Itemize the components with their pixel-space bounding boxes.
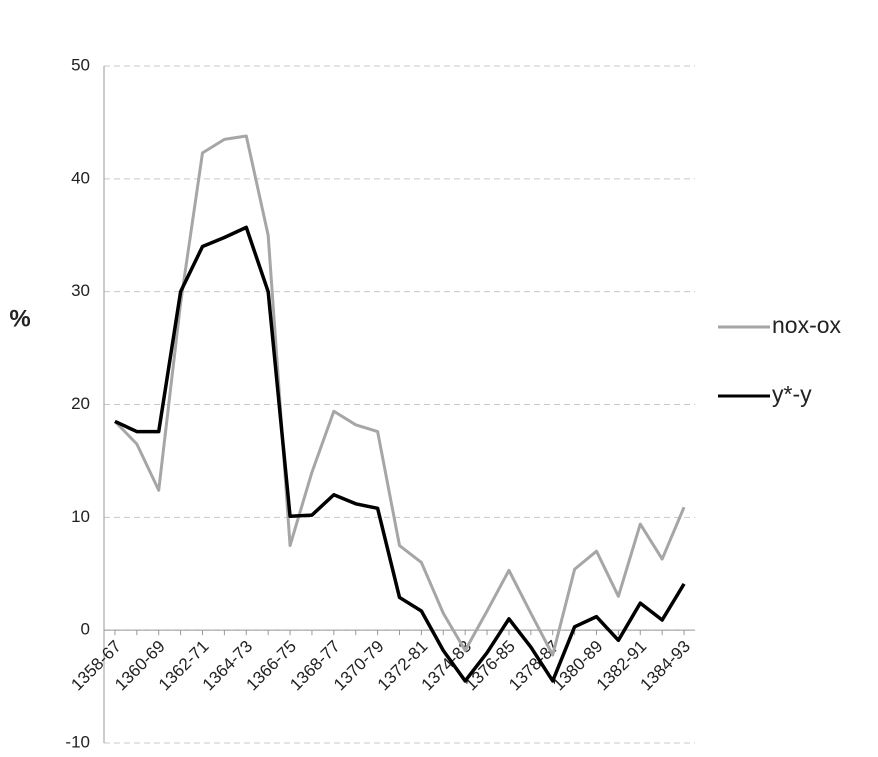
legend-label: nox-ox bbox=[772, 312, 842, 338]
y-tick-label: 0 bbox=[81, 620, 90, 639]
legend-label: y*-y bbox=[772, 381, 812, 407]
series-line bbox=[114, 225, 686, 683]
y-tick-label: -10 bbox=[65, 732, 90, 751]
y-tick-label: 20 bbox=[71, 394, 90, 413]
y-tick-label: 10 bbox=[71, 507, 90, 526]
y-tick-label: 50 bbox=[71, 55, 90, 74]
series-line bbox=[113, 134, 686, 657]
y-axis-label: % bbox=[9, 305, 30, 332]
y-tick-label: 30 bbox=[71, 281, 90, 300]
y-tick-label: 40 bbox=[71, 168, 90, 187]
